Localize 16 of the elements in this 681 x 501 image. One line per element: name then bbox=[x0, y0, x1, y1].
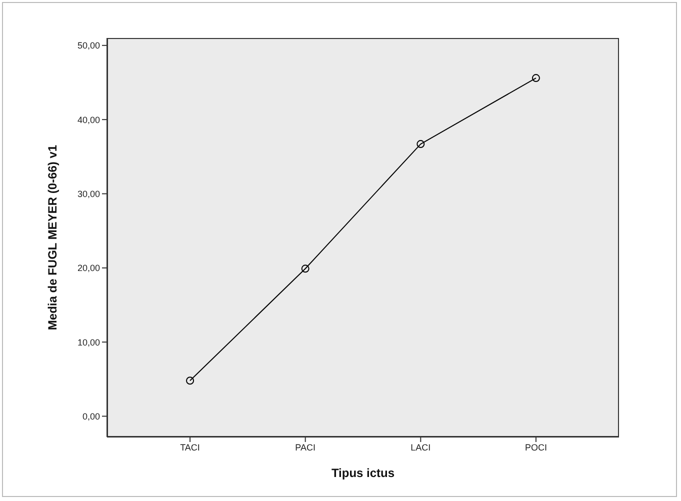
y-tick-label: 20,00 bbox=[77, 263, 100, 274]
x-tick-label: PACI bbox=[295, 442, 316, 452]
point bbox=[416, 140, 425, 148]
x-axis-title: Tipus ictus bbox=[331, 466, 395, 480]
point bbox=[301, 264, 310, 273]
x-tick-label: POCI bbox=[524, 442, 547, 452]
x-tick-label: TACI bbox=[180, 442, 200, 452]
y-axis-title: Media de FUGL MEYER (0-66) v1 bbox=[45, 144, 60, 330]
y-tick-label: 40,00 bbox=[77, 114, 100, 125]
y-tick-label: 30,00 bbox=[77, 188, 100, 199]
y-tick-label: 50,00 bbox=[77, 40, 100, 51]
x-tick-label: LACI bbox=[410, 442, 431, 452]
point bbox=[186, 376, 194, 385]
y-tick-label: 10,00 bbox=[77, 337, 100, 348]
point bbox=[532, 74, 540, 82]
y-tick-label: 0,00 bbox=[82, 411, 100, 422]
